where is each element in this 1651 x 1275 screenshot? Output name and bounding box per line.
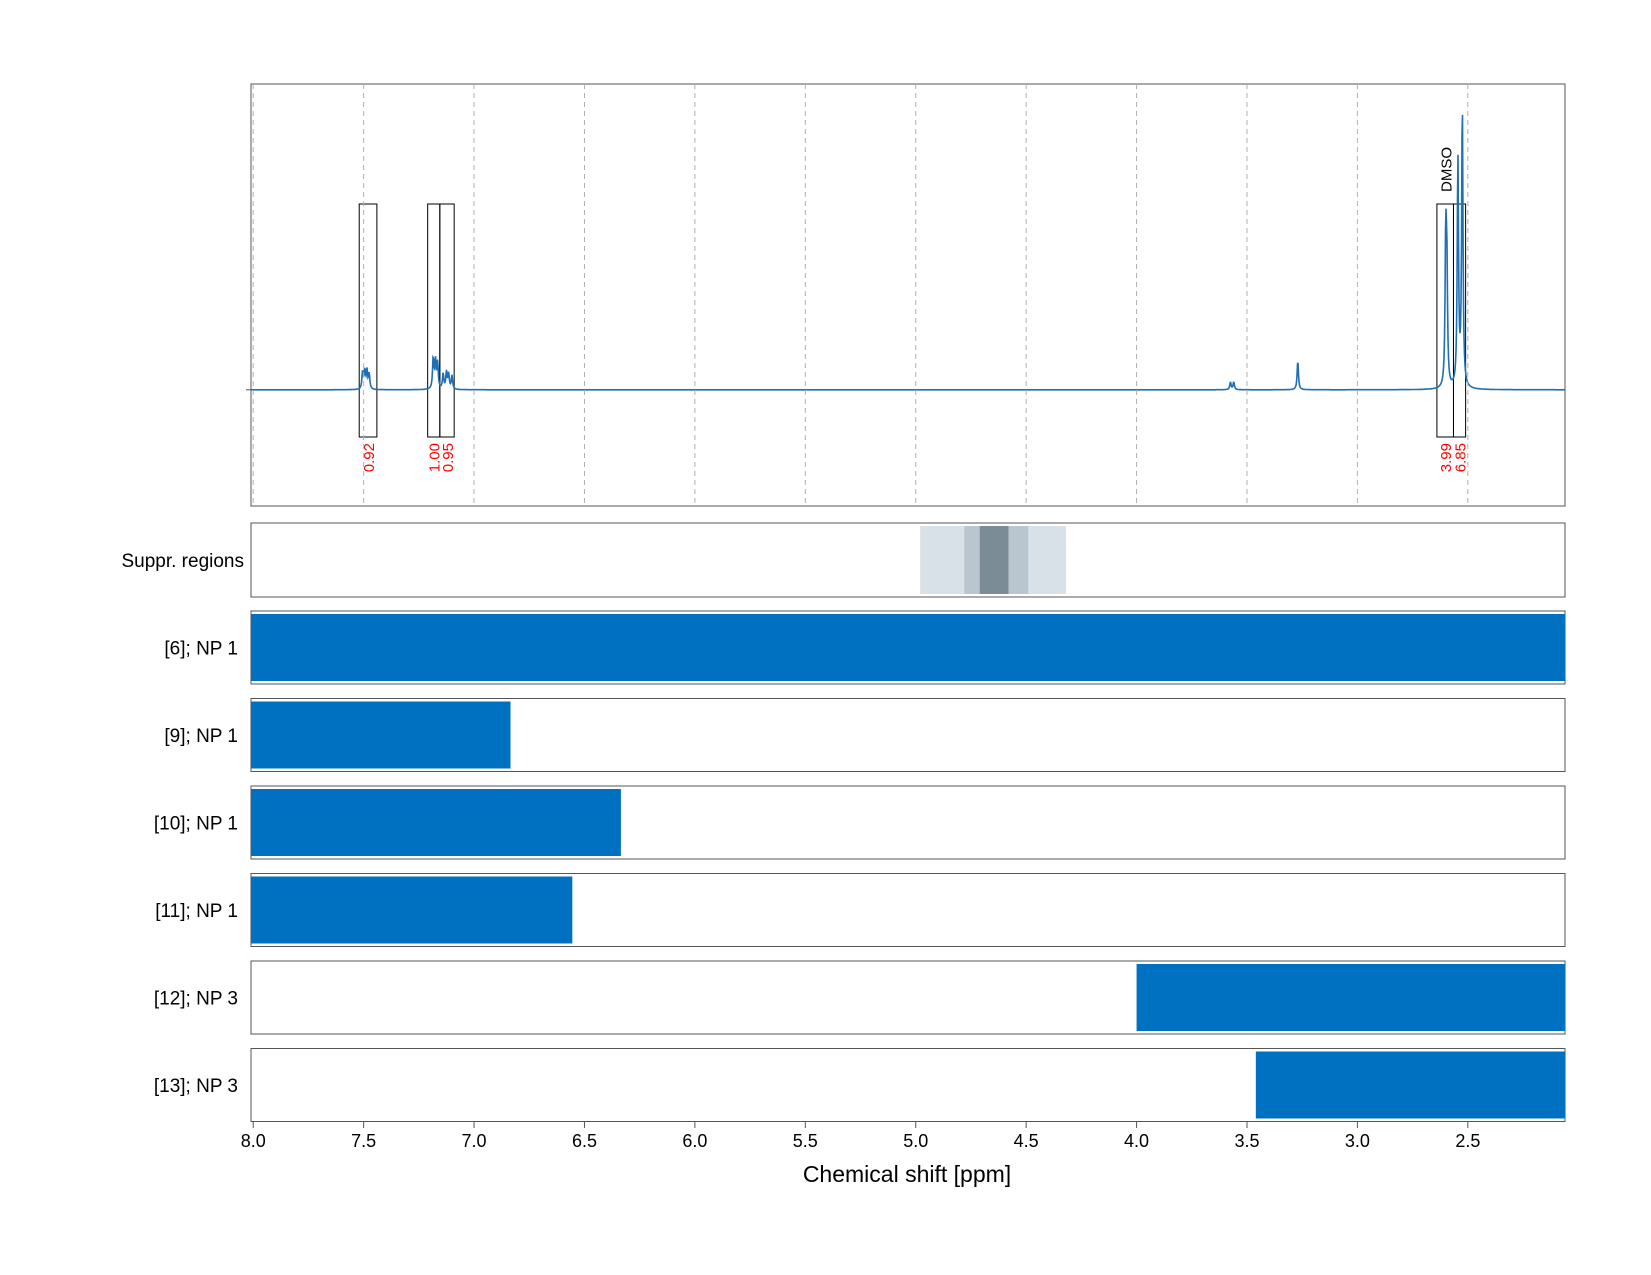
integral-value-label: 6.85 (1453, 443, 1470, 472)
range-row: [6]; NP 1 (164, 610, 1566, 685)
integral-box (1452, 203, 1467, 438)
range-row: [13]; NP 3 (154, 1048, 1566, 1122)
x-tick-label: 2.5 (1455, 1131, 1480, 1151)
range-bar (1255, 1051, 1565, 1119)
range-label: [9]; NP 1 (164, 726, 238, 747)
range-label: [11]; NP 1 (155, 901, 238, 922)
spectrum-frame (250, 83, 1566, 507)
range-label: [13]; NP 3 (154, 1076, 238, 1097)
suppressed-regions-panel: Suppr. regions (121, 522, 1566, 598)
range-label: [12]; NP 3 (154, 989, 238, 1010)
integral-value-label: 0.95 (440, 443, 457, 472)
x-tick-label: 7.0 (462, 1131, 487, 1151)
integral-box (439, 203, 455, 438)
x-tick-label: 6.5 (572, 1131, 597, 1151)
range-label: [10]; NP 1 (154, 814, 238, 835)
x-tick-label: 6.0 (682, 1131, 707, 1151)
x-tick-label: 3.0 (1345, 1131, 1370, 1151)
x-tick-label: 4.5 (1014, 1131, 1039, 1151)
suppressed-regions-frame (250, 522, 1566, 598)
x-tick-label: 4.0 (1124, 1131, 1149, 1151)
range-row: [9]; NP 1 (164, 698, 1566, 772)
integral-value-label: 1.00 (427, 443, 444, 472)
x-tick-label: 8.0 (241, 1131, 266, 1151)
range-bar (1136, 964, 1565, 1031)
integral-value-label: 3.99 (1438, 443, 1455, 472)
peak-annotation: DMSO (1439, 147, 1456, 192)
range-row: [12]; NP 3 (154, 960, 1566, 1035)
suppressed-band (979, 526, 1009, 594)
range-bar (251, 789, 621, 856)
range-bar (251, 614, 1565, 681)
x-axis: 8.0 7.5 7.0 6.5 6.0 5.5 5.0 4.5 4.0 3.5 3.0 2.5 (241, 1122, 1480, 1151)
x-tick-label: 5.0 (903, 1131, 928, 1151)
x-axis-title: Chemical shift [ppm] (803, 1161, 1011, 1187)
range-row: [10]; NP 1 (154, 785, 1566, 860)
integral-value-label: 0.92 (361, 443, 378, 472)
range-label: [6]; NP 1 (164, 639, 238, 660)
integral-box (358, 203, 378, 438)
grid-layer (252, 84, 1469, 506)
range-row: [11]; NP 1 (155, 873, 1566, 947)
range-bar (251, 701, 511, 769)
range-bar (251, 876, 573, 944)
x-tick-label: 3.5 (1234, 1131, 1259, 1151)
spectrum-line (251, 114, 1565, 391)
range-panels: [6]; NP 1 [9]; NP 1 [10]; NP 1 [11]; NP 1 [1… (154, 610, 1566, 1122)
x-tick-label: 5.5 (793, 1131, 818, 1151)
suppressed-regions-label: Suppr. regions (121, 551, 244, 572)
x-tick-label: 7.5 (351, 1131, 376, 1151)
spectrum-panel: 0.92 1.000.95 3.996.85 DMSO (246, 83, 1566, 507)
